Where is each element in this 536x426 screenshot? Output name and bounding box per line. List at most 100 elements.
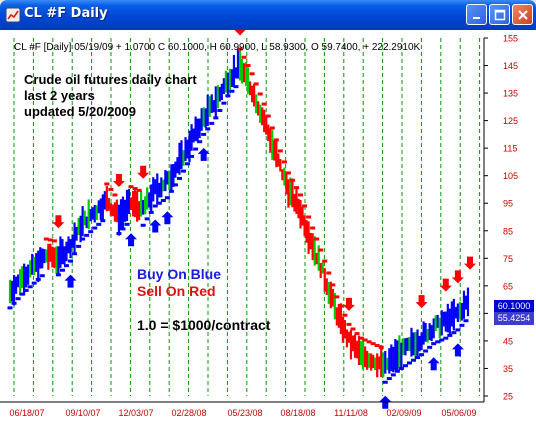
trailing-stop-dot — [463, 319, 469, 323]
x-tick-label: 12/03/07 — [118, 408, 153, 418]
sell-arrow — [415, 295, 428, 309]
trailing-stop-dot — [51, 239, 57, 243]
x-tick-label: 06/18/07 — [9, 408, 44, 418]
trailing-stop-dot — [152, 204, 158, 208]
stop-price-tag: 55.4254 — [494, 312, 534, 325]
trailing-stop-dot — [350, 327, 356, 331]
trailing-stop-dot — [241, 55, 247, 59]
sell-arrow — [451, 270, 464, 284]
trailing-stop-dot — [59, 268, 65, 272]
buy-arrow-shape — [64, 274, 77, 288]
x-tick-label: 08/18/08 — [280, 408, 315, 418]
trailing-stop-dot — [439, 338, 445, 342]
trailing-stop-dot — [68, 259, 74, 263]
x-tick-label: 05/23/08 — [227, 408, 262, 418]
close-button[interactable] — [512, 4, 533, 25]
trailing-stop-dot — [253, 82, 259, 86]
buy-arrow — [451, 343, 464, 357]
buy-arrow-shape — [197, 147, 210, 161]
trailing-stop-dot — [172, 183, 178, 187]
trailing-stop-dot — [15, 297, 21, 301]
y-tick-label: 75 — [503, 254, 513, 264]
trailing-stop-dot — [289, 178, 295, 182]
trailing-stop-dot — [35, 277, 41, 281]
y-tick-label: 35 — [503, 364, 513, 374]
trailing-stop-dot — [431, 342, 437, 346]
trailing-stop-dot — [322, 259, 328, 263]
trailing-stop-dot — [221, 101, 227, 105]
window-title: CL #F Daily — [24, 6, 108, 21]
trailing-stop-dot — [362, 338, 368, 342]
y-tick-label: 45 — [503, 336, 513, 346]
chart-area[interactable]: 155145135125115105958575655545352506/18/… — [0, 30, 536, 426]
trailing-stop-dot — [164, 196, 170, 200]
ohlc-status-line: CL #F [Daily] 05/19/09 + 1.0700 C 60.100… — [14, 42, 421, 53]
trailing-stop-dot — [128, 185, 134, 189]
trailing-stop-dot — [237, 47, 243, 51]
trailing-stop-dot — [386, 377, 392, 381]
trailing-stop-dot — [132, 187, 138, 191]
trailing-stop-dot — [378, 345, 384, 349]
trailing-stop-dot — [443, 336, 449, 340]
buy-arrow-shape — [149, 219, 162, 233]
y-tick-label: 115 — [503, 144, 517, 154]
buy-arrow — [197, 147, 210, 161]
buy-arrow-shape — [427, 357, 440, 371]
trailing-stop-dot — [108, 187, 114, 191]
trailing-stop-dot — [112, 193, 118, 197]
trailing-stop-dot — [136, 188, 142, 192]
trailing-stop-dot — [298, 193, 304, 197]
sell-arrow-shape — [112, 173, 125, 187]
trailing-stop-dot — [330, 283, 336, 287]
trailing-stop-dot — [233, 85, 239, 89]
trailing-stop-dot — [277, 149, 283, 153]
buy-arrow — [64, 274, 77, 288]
trailing-stop-dot — [100, 219, 106, 223]
buy-on-blue-note: Buy On Blue — [137, 266, 222, 282]
sell-arrow-shape — [234, 30, 246, 36]
minimize-icon — [472, 16, 480, 19]
trailing-stop-dot — [185, 162, 191, 166]
trailing-stop-dot — [84, 233, 90, 237]
minimize-button[interactable] — [466, 4, 487, 25]
trailing-stop-dot — [326, 271, 332, 275]
x-tick-label: 02/09/09 — [386, 408, 421, 418]
y-tick-label: 145 — [503, 61, 518, 71]
buy-arrow-shape — [161, 211, 174, 225]
price-chart[interactable]: 155145135125115105958575655545352506/18/… — [0, 30, 536, 426]
trailing-stop-dot — [338, 304, 344, 308]
chart-app-icon[interactable] — [5, 7, 21, 23]
trailing-stop-dot — [144, 217, 150, 221]
trailing-stop-dot — [76, 244, 82, 248]
y-tick-label: 95 — [503, 199, 513, 209]
trailing-stop-dot — [459, 323, 465, 327]
trailing-stop-dot — [156, 201, 162, 205]
maximize-button[interactable] — [489, 4, 510, 25]
trailing-stop-dot — [415, 355, 421, 359]
sell-arrow-shape — [464, 256, 476, 270]
trailing-stop-dot — [168, 189, 174, 193]
trailing-stop-dot — [382, 380, 388, 384]
trailing-stop-dot — [423, 349, 429, 353]
trailing-stop-dot — [63, 264, 69, 268]
trailing-stop-dot — [96, 222, 102, 226]
buy-arrow — [149, 219, 162, 233]
trailing-stop-dot — [394, 369, 400, 373]
y-tick-label: 155 — [503, 34, 518, 44]
sell-arrow — [234, 30, 246, 36]
trailing-stop-dot — [72, 252, 78, 256]
trailing-stop-dot — [209, 121, 215, 125]
sell-arrow — [137, 165, 150, 179]
x-tick-label: 02/28/08 — [171, 408, 206, 418]
trailing-stop-dot — [120, 227, 126, 231]
last-price-tag: 60.1000 — [494, 300, 534, 313]
y-tick-label: 65 — [503, 281, 513, 291]
title-bar[interactable]: CL #F Daily — [0, 0, 536, 30]
trailing-stop-dot — [435, 340, 441, 344]
contract-value-note: 1.0 = $1000/contract — [137, 317, 271, 333]
trailing-stop-dot — [366, 340, 372, 344]
chart-description-line: Crude oil futures daily chart — [24, 72, 197, 87]
y-tick-label: 125 — [503, 116, 518, 126]
trailing-stop-dot — [257, 92, 263, 96]
trailing-stop-dot — [374, 344, 380, 348]
